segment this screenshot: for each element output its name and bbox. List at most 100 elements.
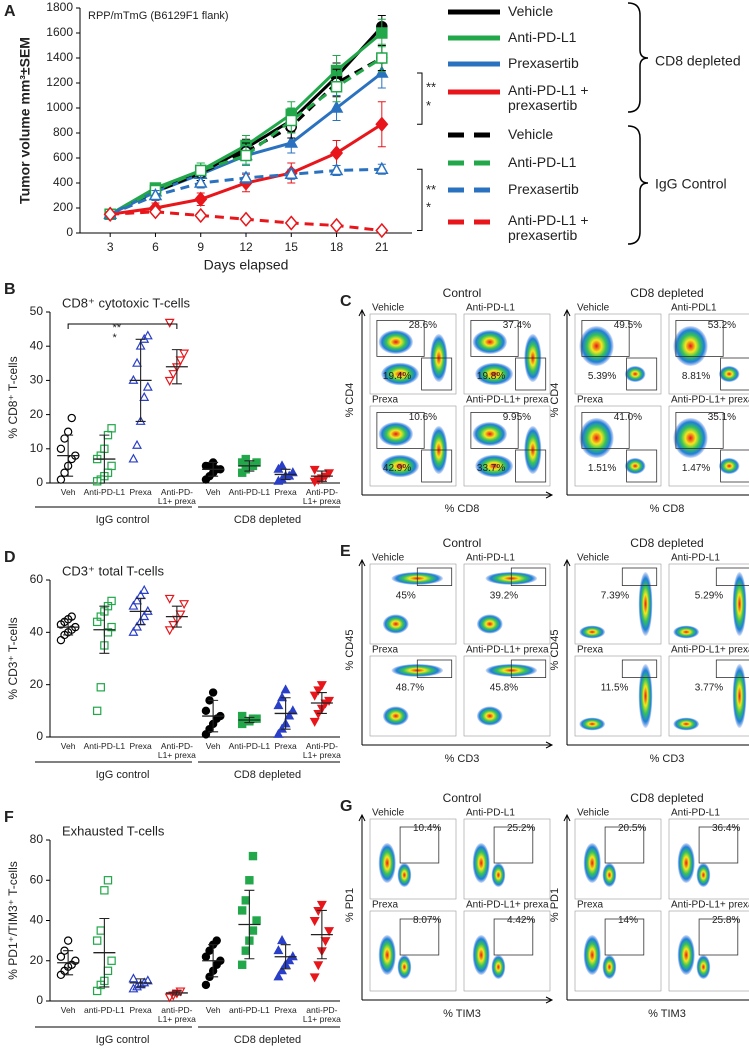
x-tick-label: anti-PD-L1 (229, 1005, 270, 1015)
data-point (273, 700, 284, 710)
gate-percent: 42.9% (383, 463, 411, 474)
data-point (107, 956, 116, 965)
axis-arrow (563, 558, 749, 746)
data-point (284, 135, 299, 148)
gate (376, 319, 425, 357)
data-point (128, 626, 139, 636)
plot-name: Anti-PD-L1 (466, 808, 515, 819)
y-tick-label: 60 (30, 572, 44, 586)
x-tick-label: anti-PD-L1+ prexa (157, 1005, 196, 1025)
data-point (245, 876, 254, 885)
sd-bar (208, 944, 219, 978)
group-label: IgG control (96, 1034, 150, 1046)
chart-title: Exhausted T-cells (62, 823, 165, 838)
x-tick-label: Veh (205, 741, 221, 751)
data-point (309, 973, 320, 983)
data-point (284, 166, 299, 179)
gate (470, 411, 519, 449)
plot-name: Anti-PD-L1 (671, 553, 720, 564)
x-tick-label: Anti-PD-L1+ prexa (157, 487, 196, 507)
density-blob (491, 955, 506, 979)
density-blob (718, 366, 740, 382)
y-axis-label: % CD4 (344, 383, 356, 418)
data-point (60, 434, 69, 443)
data-point (309, 691, 320, 701)
sd-bar (63, 434, 74, 477)
data-point (316, 900, 327, 910)
axis-arrow (563, 813, 749, 1001)
data-point (248, 851, 258, 861)
gate-percent: 10.6% (409, 412, 437, 423)
density-blob (378, 843, 396, 883)
sd-bar (244, 460, 255, 472)
data-point (175, 610, 186, 620)
sd-bar (99, 434, 110, 484)
density-blob (579, 418, 614, 458)
gate-percent: 39.2% (490, 591, 518, 602)
data-point (128, 973, 139, 983)
plot-name: Anti-PD-L1+ prexa (671, 900, 749, 911)
panel-label: F (4, 809, 14, 826)
group-title: Control (443, 791, 482, 805)
legend-label: Anti-PD-L1 + prexasertib (508, 82, 589, 114)
data-point (63, 427, 73, 436)
gate (675, 411, 724, 449)
density-blob (677, 843, 695, 883)
data-point (128, 600, 139, 610)
x-tick-label: Anti-PD-L1 (228, 741, 271, 751)
gate-percent: 48.7% (396, 683, 424, 694)
significance: * (426, 199, 431, 214)
x-axis-label: % CD8 (650, 503, 685, 515)
data-point (132, 621, 142, 631)
gate (581, 411, 630, 449)
legend-group-label: IgG Control (655, 176, 727, 192)
gate (421, 449, 453, 483)
y-tick-label: 40 (30, 625, 44, 639)
gate-percent: 7.39% (601, 591, 629, 602)
data-point (194, 191, 208, 207)
legend-label: Anti-PD-L1 (508, 29, 577, 45)
plot-name: Anti-PD-L1+ prexa (466, 900, 549, 911)
gate (626, 449, 658, 483)
data-point (284, 710, 295, 720)
gate (581, 319, 630, 357)
plot-name: Anti-PD-L1 (466, 303, 515, 314)
y-tick-label: 0 (66, 225, 73, 239)
plot-name: Vehicle (372, 808, 405, 819)
group-label: CD8 depleted (234, 769, 301, 781)
plot-name: Vehicle (577, 553, 610, 564)
sig-bracket (67, 323, 178, 329)
group-label: CD8 depleted (234, 514, 301, 526)
data-point (132, 981, 142, 991)
legend-group-label: CD8 depleted (655, 53, 741, 69)
x-tick-label: Anti-PD-L1 (83, 487, 126, 497)
legend-label: Anti-PD-L1 (508, 154, 577, 170)
y-tick-label: 80 (30, 832, 44, 846)
plot-name: Vehicle (372, 553, 405, 564)
y-tick-label: 600 (53, 150, 73, 164)
data-point (96, 683, 105, 692)
sd-bar (135, 597, 146, 626)
density-blob (397, 955, 412, 979)
data-point (375, 161, 389, 174)
density-blob (475, 454, 514, 478)
data-point (71, 956, 80, 965)
data-point (237, 960, 247, 969)
data-point (324, 696, 335, 706)
density-blob (677, 935, 695, 975)
y-tick-label: 0 (36, 475, 43, 489)
x-tick-label: Veh (60, 741, 76, 751)
x-tick-label: Prexa (129, 741, 152, 751)
density-blob (696, 863, 711, 887)
density-blob (602, 863, 617, 887)
sd-bar (135, 338, 146, 422)
density-blob (673, 418, 708, 458)
y-tick-label: 20 (30, 407, 44, 421)
data-point (132, 357, 142, 367)
density-blob (381, 362, 420, 386)
density-blob (673, 625, 700, 639)
data-point (168, 991, 179, 1001)
legend-label: Anti-PD-L1 + prexasertib (508, 212, 589, 244)
density-blob (673, 717, 700, 731)
x-tick-label: Prexa (274, 1005, 297, 1015)
